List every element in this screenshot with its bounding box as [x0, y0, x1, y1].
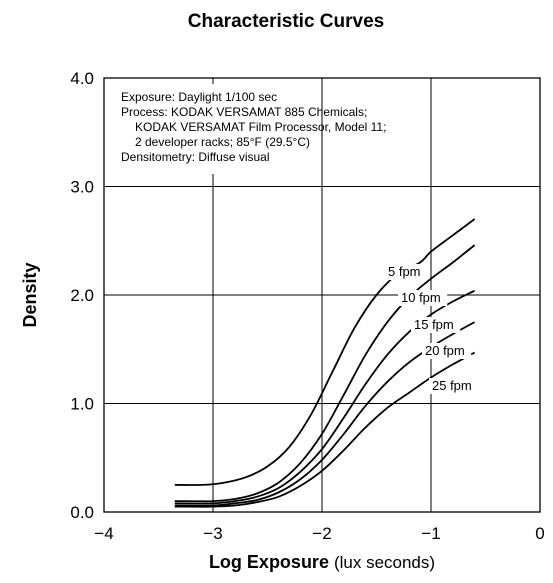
chart-title: Characteristic Curves	[188, 11, 384, 32]
curve-label: 20 fpm	[425, 343, 465, 358]
curve-label-background	[398, 290, 448, 306]
curve-label-background	[411, 317, 461, 333]
info-line-racks: 2 developer racks; 85°F (29.5°C)	[135, 135, 310, 149]
curve-label-background	[422, 343, 472, 359]
info-box: Exposure: Daylight 1/100 sec Process: KO…	[114, 84, 386, 174]
y-axis-label: Density	[20, 262, 40, 327]
info-line-densitometry: Densitometry: Diffuse visual	[121, 150, 270, 164]
x-axis-label: Log Exposure	[209, 552, 329, 572]
curve-5-fpm	[174, 218, 476, 486]
x-tick-label: 0	[535, 524, 544, 543]
y-tick-label: 3.0	[70, 178, 94, 197]
y-tick-label: 2.0	[70, 286, 94, 305]
curve-15-fpm	[174, 289, 476, 505]
curve-label-background	[385, 264, 427, 280]
y-tick-label: 4.0	[70, 69, 94, 88]
curve-labels: 5 fpm 10 fpm 15 fpm 20 fpm 25 fpm	[385, 264, 479, 394]
x-tick-label: −4	[94, 524, 113, 543]
info-line-exposure: Exposure: Daylight 1/100 sec	[121, 90, 277, 104]
x-axis-unit: (lux seconds)	[334, 553, 435, 572]
curve-label: 10 fpm	[401, 290, 441, 305]
tick-labels: −4 −3 −2 −1 0 0.0 1.0 2.0 3.0 4.0	[70, 69, 544, 543]
x-tick-label: −2	[312, 524, 331, 543]
y-tick-label: 1.0	[70, 395, 94, 414]
curve-label: 5 fpm	[388, 264, 421, 279]
info-box-background	[114, 84, 310, 174]
y-tick-label: 0.0	[70, 503, 94, 522]
info-line-processor: KODAK VERSAMAT Film Processor, Model 11;	[135, 120, 386, 134]
curve-label: 15 fpm	[414, 317, 454, 332]
x-tick-label: −3	[203, 524, 222, 543]
info-line-process: Process: KODAK VERSAMAT 885 Chemicals;	[121, 105, 367, 119]
curve-label-background	[429, 378, 479, 394]
curve-10-fpm	[174, 244, 476, 503]
x-tick-label: −1	[421, 524, 440, 543]
curve-label: 25 fpm	[432, 378, 472, 393]
x-axis-label-group: Log Exposure (lux seconds)	[209, 552, 435, 572]
